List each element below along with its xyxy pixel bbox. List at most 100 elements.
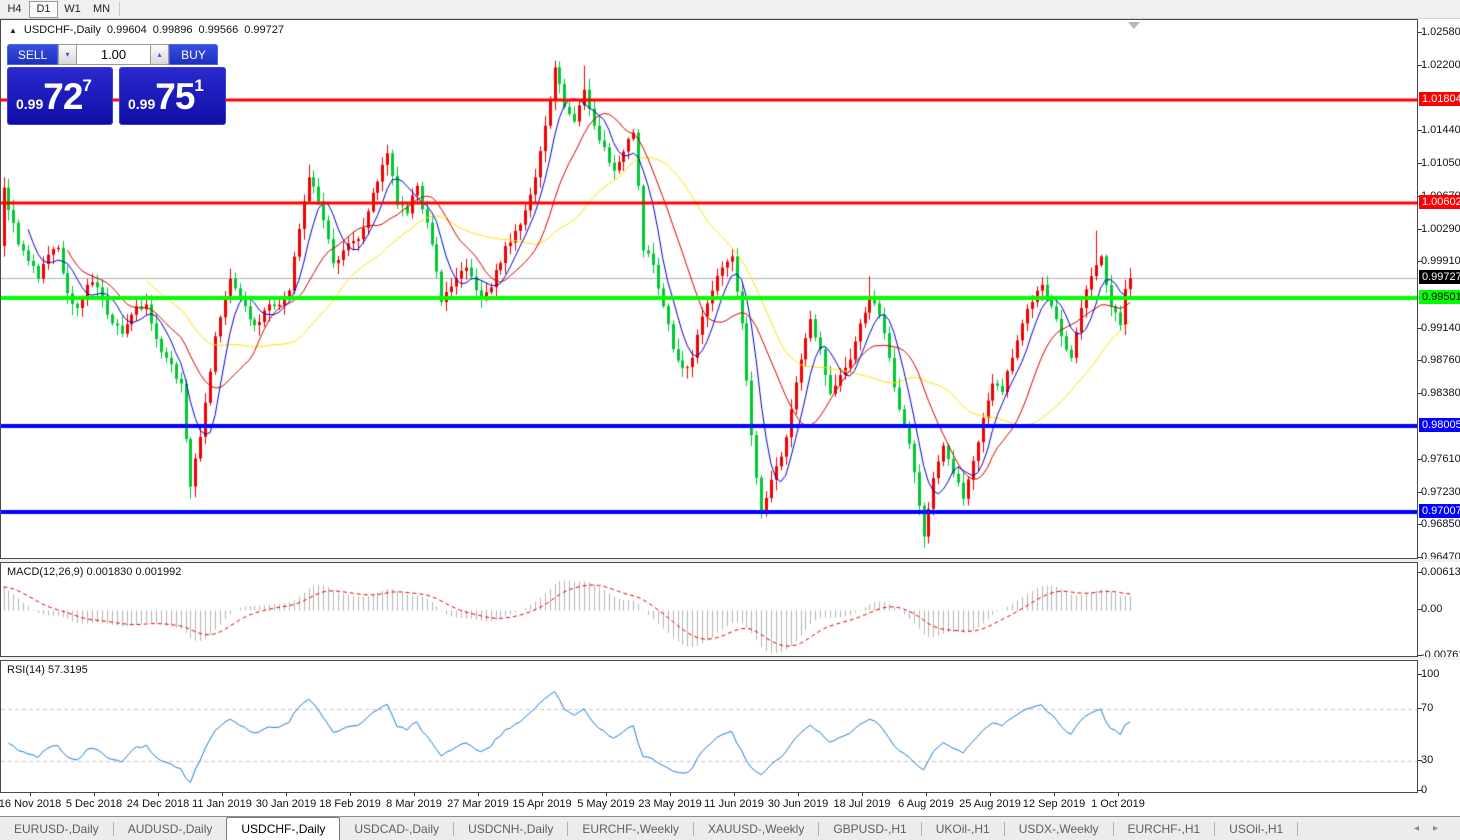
rsi-axis[interactable]: 100 70 30 0 bbox=[1417, 660, 1460, 796]
price-plot-area[interactable]: ▲ USDCHF-,Daily 0.99604 0.99896 0.99566 0.997… bbox=[0, 19, 1418, 559]
date-tick bbox=[1118, 793, 1119, 796]
macd-plot-area[interactable]: MACD(12,26,9) 0.001830 0.001992 bbox=[0, 562, 1418, 657]
one-click-trade-panel: SELL ▾ ▴ BUY 0.99727 0.99751 bbox=[7, 44, 226, 125]
date-label: 27 Mar 2019 bbox=[447, 798, 509, 810]
volume-decrease-button[interactable]: ▾ bbox=[58, 44, 77, 65]
ohlc-low: 0.99566 bbox=[198, 24, 239, 36]
volume-increase-button[interactable]: ▴ bbox=[150, 44, 169, 65]
ohlc-open: 0.99604 bbox=[106, 24, 147, 36]
candlestick-chart-canvas[interactable] bbox=[1, 20, 1417, 558]
date-label: 15 Apr 2019 bbox=[512, 798, 572, 810]
axis-tick-label: 1.01050 bbox=[1418, 157, 1460, 170]
tab-separator bbox=[692, 822, 694, 836]
date-tick bbox=[798, 793, 799, 796]
ohlc-high: 0.99896 bbox=[152, 24, 193, 36]
chart-tab-usoil-h1[interactable]: USOil-,H1 bbox=[1229, 822, 1284, 836]
date-tick bbox=[158, 793, 159, 796]
chart-tab-usdchf-daily[interactable]: USDCHF-,Daily bbox=[226, 817, 341, 840]
date-axis[interactable]: 16 Nov 2018 5 Dec 2018 24 Dec 2018 11 Jan 2… bbox=[0, 793, 1460, 816]
axis-tick-label: 0.00 bbox=[1417, 603, 1443, 616]
axis-tick-label: 0.98380 bbox=[1418, 386, 1460, 399]
date-label: 18 Jul 2019 bbox=[833, 798, 891, 810]
tab-separator bbox=[112, 822, 114, 836]
date-label: 11 Jun 2019 bbox=[704, 798, 764, 810]
axis-tick-label: 0.97230 bbox=[1418, 485, 1460, 498]
panel-splitter[interactable] bbox=[0, 559, 1460, 562]
tab-separator bbox=[818, 822, 820, 836]
sell-button[interactable]: SELL bbox=[7, 44, 58, 65]
chart-tab-eurusd-daily[interactable]: EURUSD-,Daily bbox=[14, 822, 99, 836]
tab-scroll-arrows[interactable]: ◂▸ bbox=[1413, 823, 1452, 834]
buy-button[interactable]: BUY bbox=[169, 44, 218, 65]
chart-tab-eurchf-weekly[interactable]: EURCHF-,Weekly bbox=[582, 822, 679, 836]
tab-separator bbox=[1112, 822, 1114, 836]
price-axis[interactable]: 1.025801.022001.014401.010501.006701.002… bbox=[1418, 19, 1460, 563]
axis-tick-label: 0.97610 bbox=[1418, 453, 1460, 466]
date-label: 30 Jun 2019 bbox=[767, 798, 829, 810]
macd-canvas[interactable] bbox=[1, 563, 1417, 656]
chart-tab-eurchf-h1[interactable]: EURCHF-,H1 bbox=[1127, 822, 1201, 836]
axis-tick-label: 70 bbox=[1417, 702, 1434, 714]
rsi-canvas[interactable] bbox=[1, 661, 1417, 792]
date-tick bbox=[350, 793, 351, 796]
timeframe-button-h4[interactable]: H4 bbox=[7, 3, 22, 15]
chart-tab-xauusd-weekly[interactable]: XAUUSD-,Weekly bbox=[707, 822, 805, 836]
axis-tick-label: 100 bbox=[1417, 668, 1440, 680]
date-tick bbox=[862, 793, 863, 796]
axis-tick-label: 30 bbox=[1417, 754, 1434, 766]
tab-separator bbox=[453, 822, 455, 836]
tab-separator bbox=[1003, 822, 1005, 836]
axis-tick-label: 1.00290 bbox=[1418, 222, 1460, 235]
tab-separator bbox=[567, 822, 569, 836]
date-tick bbox=[990, 793, 991, 796]
date-tick bbox=[478, 793, 479, 796]
date-tick bbox=[414, 793, 415, 796]
chart-ohlc-header: ▲ USDCHF-,Daily 0.99604 0.99896 0.99566 0.997… bbox=[9, 24, 284, 36]
collapse-panel-icon[interactable]: ▲ bbox=[9, 26, 17, 35]
chart-shift-marker-icon[interactable] bbox=[1128, 22, 1140, 29]
date-tick bbox=[286, 793, 287, 796]
date-label: 6 Aug 2019 bbox=[898, 798, 954, 810]
date-label: 11 Jan 2019 bbox=[192, 798, 252, 810]
timeframe-toolbar: H4 D1 W1 MN bbox=[0, 0, 1460, 19]
date-label: 18 Feb 2019 bbox=[319, 798, 381, 810]
hline-price-label: 1.00602 bbox=[1419, 194, 1460, 209]
chart-tab-usdx-weekly[interactable]: USDX-,Weekly bbox=[1018, 822, 1099, 836]
chart-tab-usdcnh-daily[interactable]: USDCNH-,Daily bbox=[468, 822, 554, 836]
main-chart-panel: ▲ USDCHF-,Daily 0.99604 0.99896 0.99566 0.997… bbox=[0, 19, 1460, 563]
timeframe-button-w1[interactable]: W1 bbox=[64, 3, 81, 15]
date-tick bbox=[30, 793, 31, 796]
axis-tick-label: 0 bbox=[1417, 784, 1428, 796]
date-label: 30 Jan 2019 bbox=[255, 798, 317, 810]
date-label: 16 Nov 2018 bbox=[0, 798, 62, 810]
date-tick bbox=[734, 793, 735, 796]
date-tick bbox=[926, 793, 927, 796]
axis-tick-label: 0.99910 bbox=[1418, 255, 1460, 268]
date-label: 5 Dec 2018 bbox=[65, 798, 123, 810]
timeframe-button-d1[interactable]: D1 bbox=[29, 0, 58, 18]
volume-input[interactable] bbox=[77, 44, 150, 65]
sell-price-button[interactable]: 0.99727 bbox=[7, 67, 113, 125]
rsi-plot-area[interactable]: RSI(14) 57.3195 bbox=[0, 660, 1418, 793]
hline-price-label: 0.99501 bbox=[1419, 289, 1460, 304]
chart-tab-usdcad-daily[interactable]: USDCAD-,Daily bbox=[354, 822, 440, 836]
date-label: 5 May 2019 bbox=[577, 798, 635, 810]
chart-tab-gbpusd-h1[interactable]: GBPUSD-,H1 bbox=[833, 822, 907, 836]
chart-tab-audusd-daily[interactable]: AUDUSD-,Daily bbox=[127, 822, 213, 836]
tab-separator bbox=[1297, 822, 1299, 836]
timeframe-button-mn[interactable]: MN bbox=[92, 3, 111, 15]
panel-splitter[interactable] bbox=[0, 657, 1460, 660]
date-tick bbox=[542, 793, 543, 796]
tab-separator bbox=[1214, 822, 1216, 836]
date-label: 23 May 2019 bbox=[638, 798, 702, 810]
chart-tab-ukoil-h1[interactable]: UKOil-,H1 bbox=[935, 822, 990, 836]
date-label: 12 Sep 2019 bbox=[1022, 798, 1086, 810]
buy-price-button[interactable]: 0.99751 bbox=[119, 67, 226, 125]
axis-tick-label: 0.99140 bbox=[1418, 321, 1460, 334]
symbol-name: USDCHF-,Daily bbox=[23, 24, 101, 36]
macd-label: MACD(12,26,9) 0.001830 0.001992 bbox=[7, 566, 182, 578]
rsi-label: RSI(14) 57.3195 bbox=[7, 664, 88, 676]
date-label: 8 Mar 2019 bbox=[386, 798, 442, 810]
